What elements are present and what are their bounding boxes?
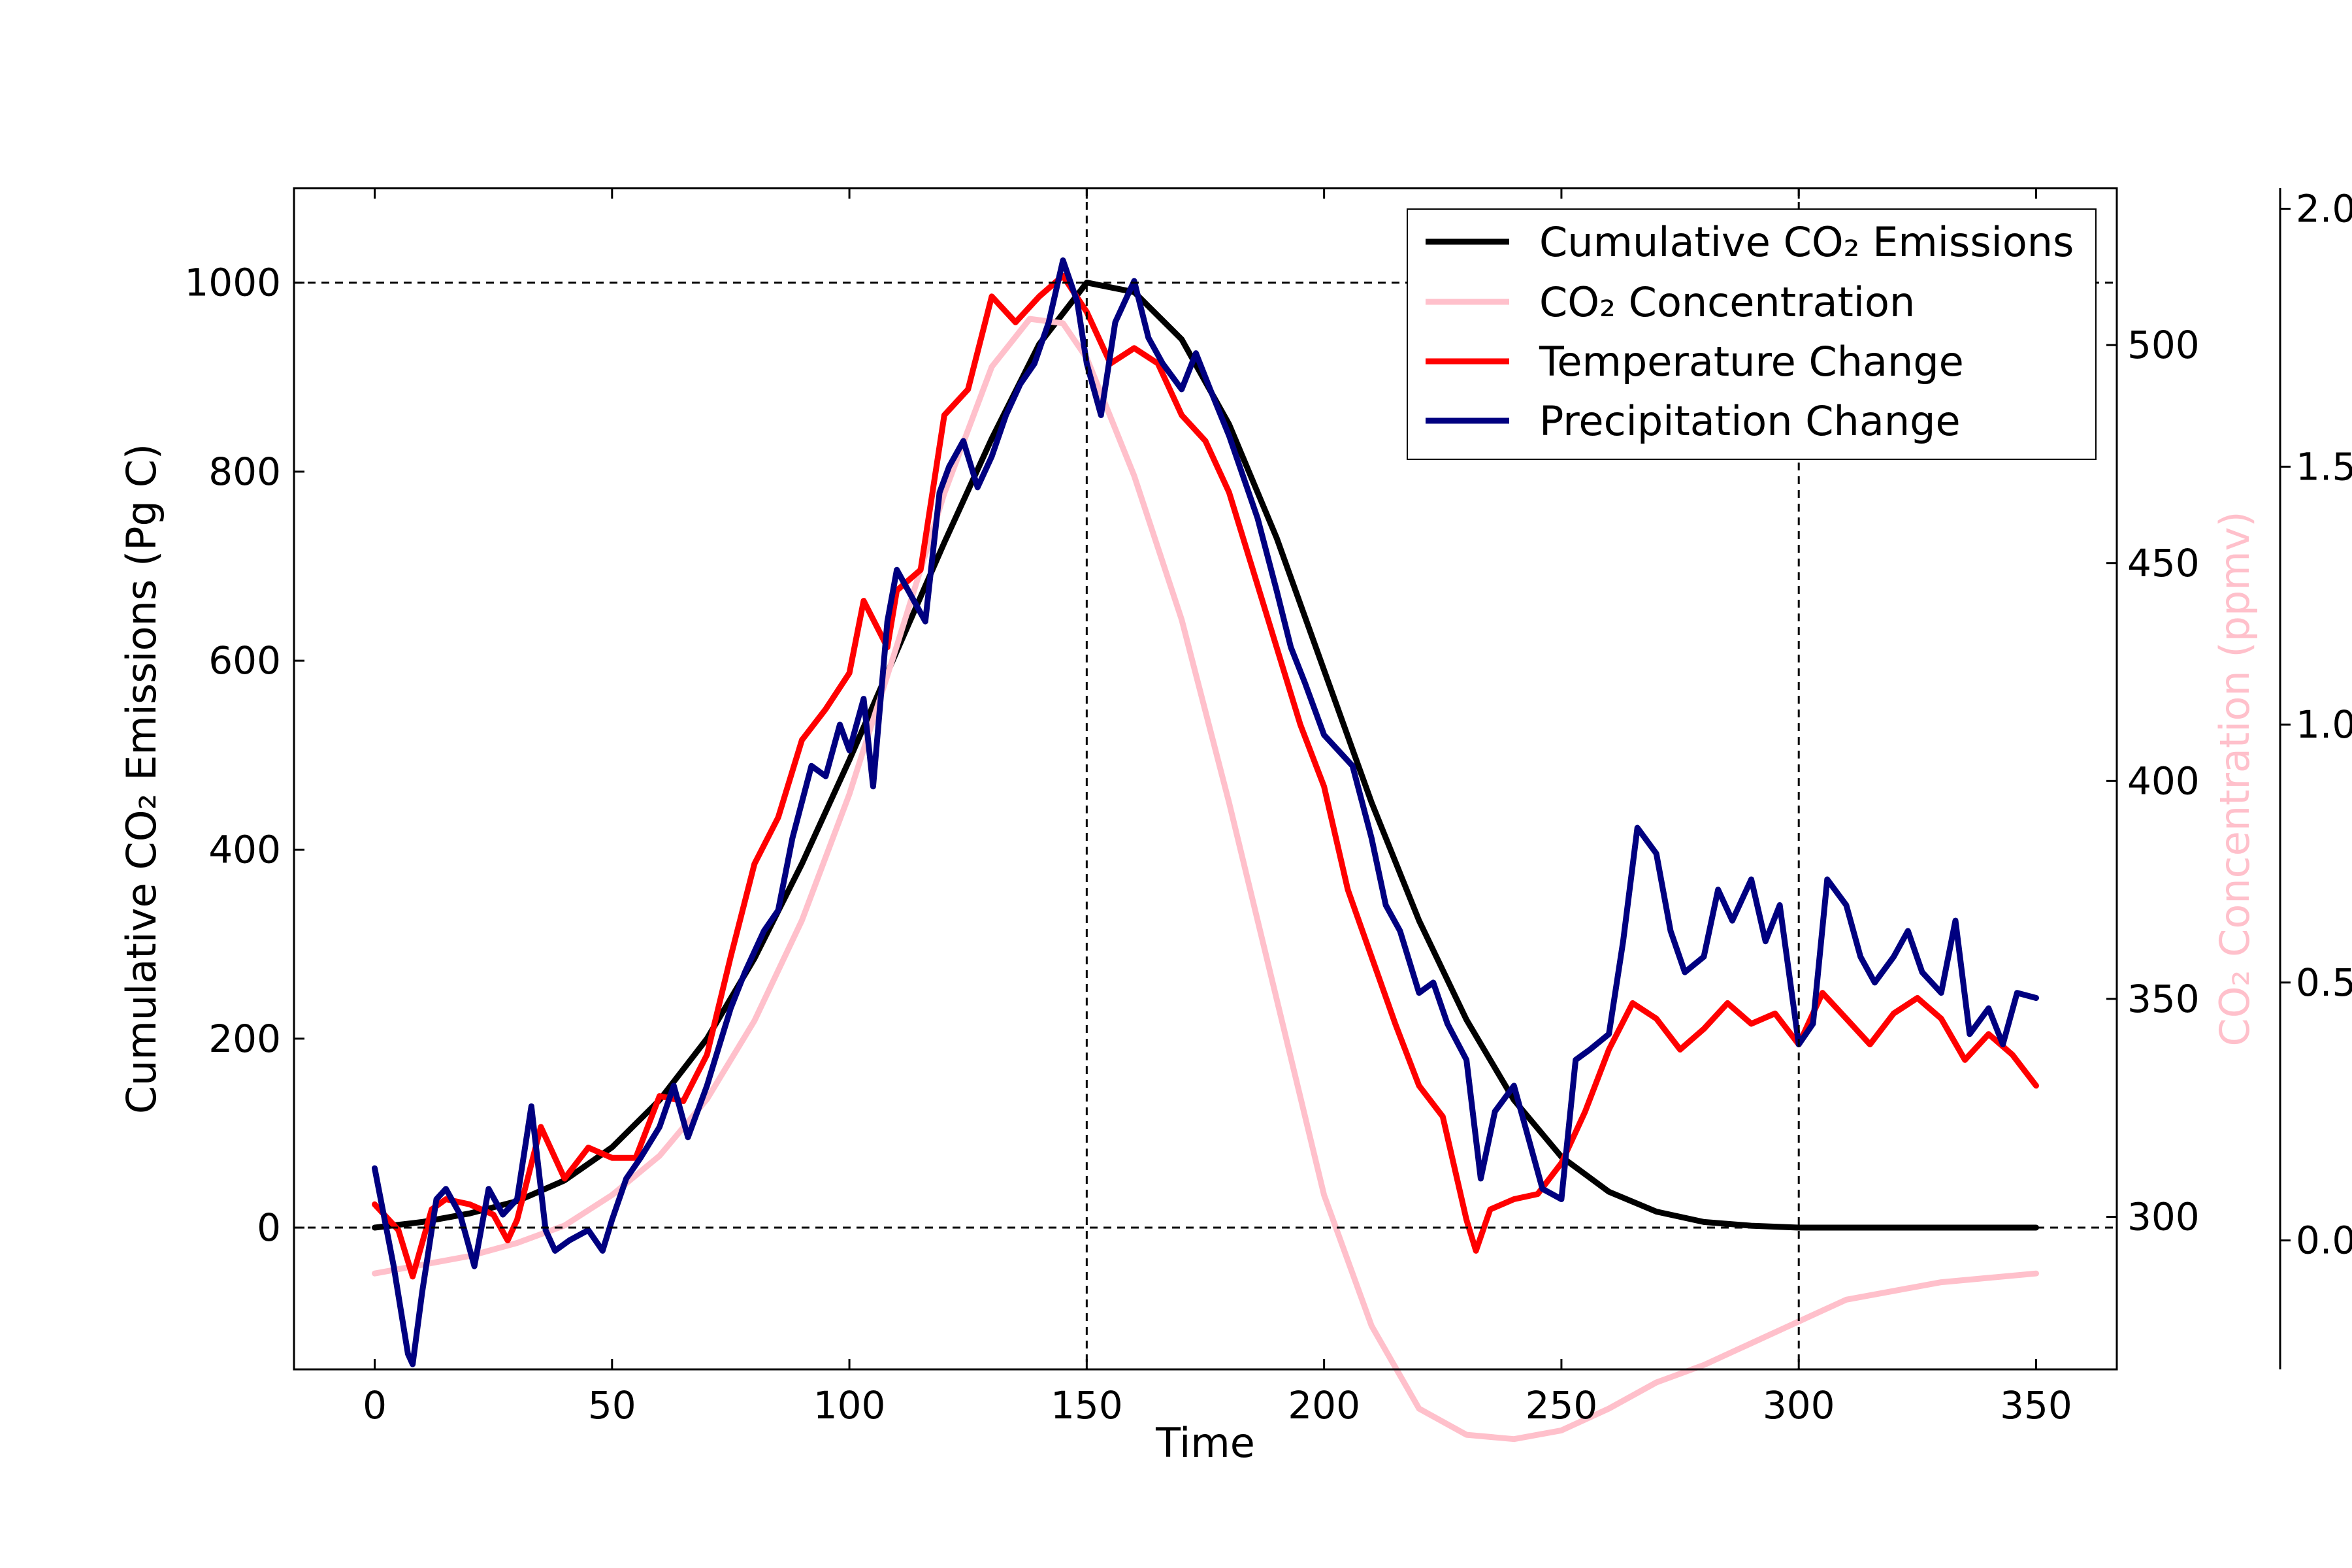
y-far-right-tick-label: 0.0 — [2296, 1218, 2352, 1263]
y-right-tick-label: 300 — [2127, 1194, 2200, 1239]
y-right-axis-title: CO₂ Concentration (ppmv) — [2211, 511, 2259, 1046]
legend-label-precipitation: Precipitation Change — [1539, 397, 1961, 445]
x-tick-label: 350 — [2000, 1383, 2072, 1428]
y-tick-label: 200 — [208, 1017, 281, 1061]
legend-label-concentration: CO₂ Concentration — [1539, 278, 1915, 326]
series-line-3 — [372, 257, 2039, 1367]
x-tick-label: 300 — [1763, 1383, 1835, 1428]
axis-ticks: 0 50 100 150 200 250 300 350 0 200 400 600 800 1000 30… — [184, 187, 2352, 1428]
x-tick-label: 0 — [363, 1383, 387, 1428]
y-far-right-tick-label: 1.5 — [2296, 444, 2352, 489]
x-tick-label: 150 — [1051, 1383, 1123, 1428]
y-far-right-tick-label: 2.0 — [2296, 187, 2352, 231]
y-right-tick-label: 450 — [2127, 541, 2200, 585]
plot-frame — [293, 187, 2118, 1371]
legend-frame — [1407, 208, 2097, 460]
y-right-tick-label: 350 — [2127, 977, 2200, 1021]
y-far-right-tick-label: 0.5 — [2296, 960, 2352, 1005]
series-line-1 — [372, 316, 2039, 1443]
y-tick-label: 400 — [208, 827, 281, 872]
series-lines — [372, 257, 2039, 1443]
y-tick-label: 0 — [257, 1205, 281, 1250]
x-axis-title: Time — [1155, 1419, 1255, 1467]
y-right-tick-label: 500 — [2127, 323, 2200, 367]
y-right-tick-label: 400 — [2127, 759, 2200, 803]
y-axis-title: Cumulative CO₂ Emissions (Pg C) — [118, 444, 165, 1114]
y-far-right-tick-label: 1.0 — [2296, 702, 2352, 747]
legend: Cumulative CO₂ Emissions CO₂ Concentrati… — [1407, 208, 2097, 460]
series-line-2 — [372, 272, 2039, 1280]
x-tick-label: 200 — [1288, 1383, 1360, 1428]
legend-label-emissions: Cumulative CO₂ Emissions — [1539, 218, 2074, 266]
x-tick-label: 250 — [1526, 1383, 1598, 1428]
legend-label-temperature: Temperature Change — [1539, 338, 1964, 385]
y-tick-label: 1000 — [184, 261, 281, 305]
y-tick-label: 800 — [208, 449, 281, 494]
x-tick-label: 50 — [588, 1383, 636, 1428]
y-tick-label: 600 — [208, 638, 281, 683]
x-tick-label: 100 — [813, 1383, 886, 1428]
